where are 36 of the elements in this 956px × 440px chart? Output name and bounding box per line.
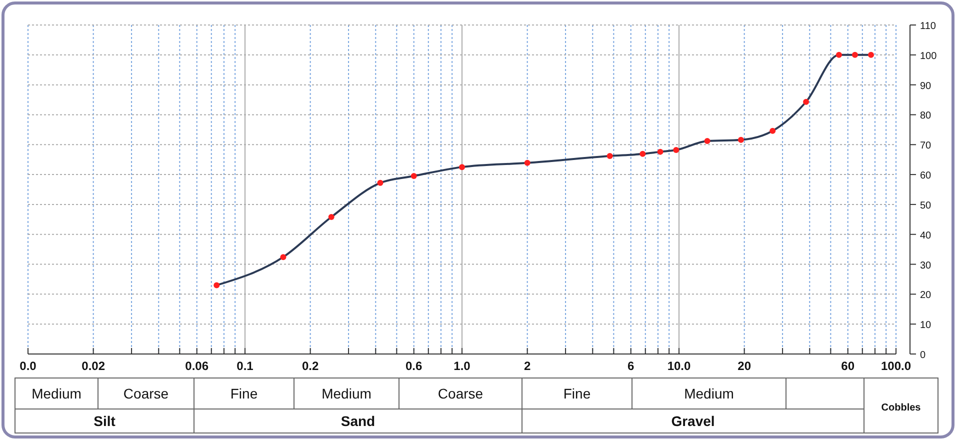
x-tick-label: 0.0 bbox=[20, 359, 37, 373]
y-tick-label: 30 bbox=[920, 260, 932, 272]
text: Coarse bbox=[123, 386, 169, 402]
x-tick-label: 0.2 bbox=[302, 359, 319, 373]
text: Silt bbox=[94, 413, 116, 429]
x-tick-label: 60 bbox=[841, 359, 855, 373]
text: Medium bbox=[684, 386, 734, 402]
text: Coarse bbox=[438, 386, 484, 402]
y-tick-label: 20 bbox=[920, 290, 932, 302]
y-tick-label: 90 bbox=[920, 80, 932, 92]
x-tick-label: 0.02 bbox=[82, 359, 106, 373]
text: Medium bbox=[32, 386, 82, 402]
text: Cobbles bbox=[881, 402, 922, 414]
y-tick-label: 70 bbox=[920, 140, 932, 152]
y-tick-label: 100 bbox=[920, 50, 938, 62]
y-tick-label: 10 bbox=[920, 320, 932, 332]
x-tick-label: 20 bbox=[738, 359, 752, 373]
x-tick-label: 10.0 bbox=[667, 359, 691, 373]
y-tick-label: 50 bbox=[920, 200, 932, 212]
y-tick-label: 80 bbox=[920, 110, 932, 122]
x-tick-label: 0.1 bbox=[236, 359, 254, 373]
x-tick-label: 6 bbox=[628, 359, 635, 373]
text: Medium bbox=[322, 386, 372, 402]
y-tick-label: 40 bbox=[920, 230, 932, 242]
text: Sand bbox=[340, 413, 376, 429]
x-tick-label: 1.0 bbox=[454, 359, 471, 373]
x-tick-label: 2 bbox=[524, 359, 531, 373]
y-tick-label: 60 bbox=[920, 170, 932, 182]
y-tick-label: 0 bbox=[920, 350, 926, 361]
y-tick-label: 110 bbox=[920, 21, 936, 32]
x-tick-label: 0.06 bbox=[185, 359, 209, 373]
x-tick-label: 0.6 bbox=[406, 359, 423, 373]
text: Fine bbox=[230, 386, 258, 402]
text: Gravel bbox=[671, 413, 715, 429]
text: Fine bbox=[563, 386, 591, 402]
x-tick-label: 100.0 bbox=[880, 359, 912, 373]
